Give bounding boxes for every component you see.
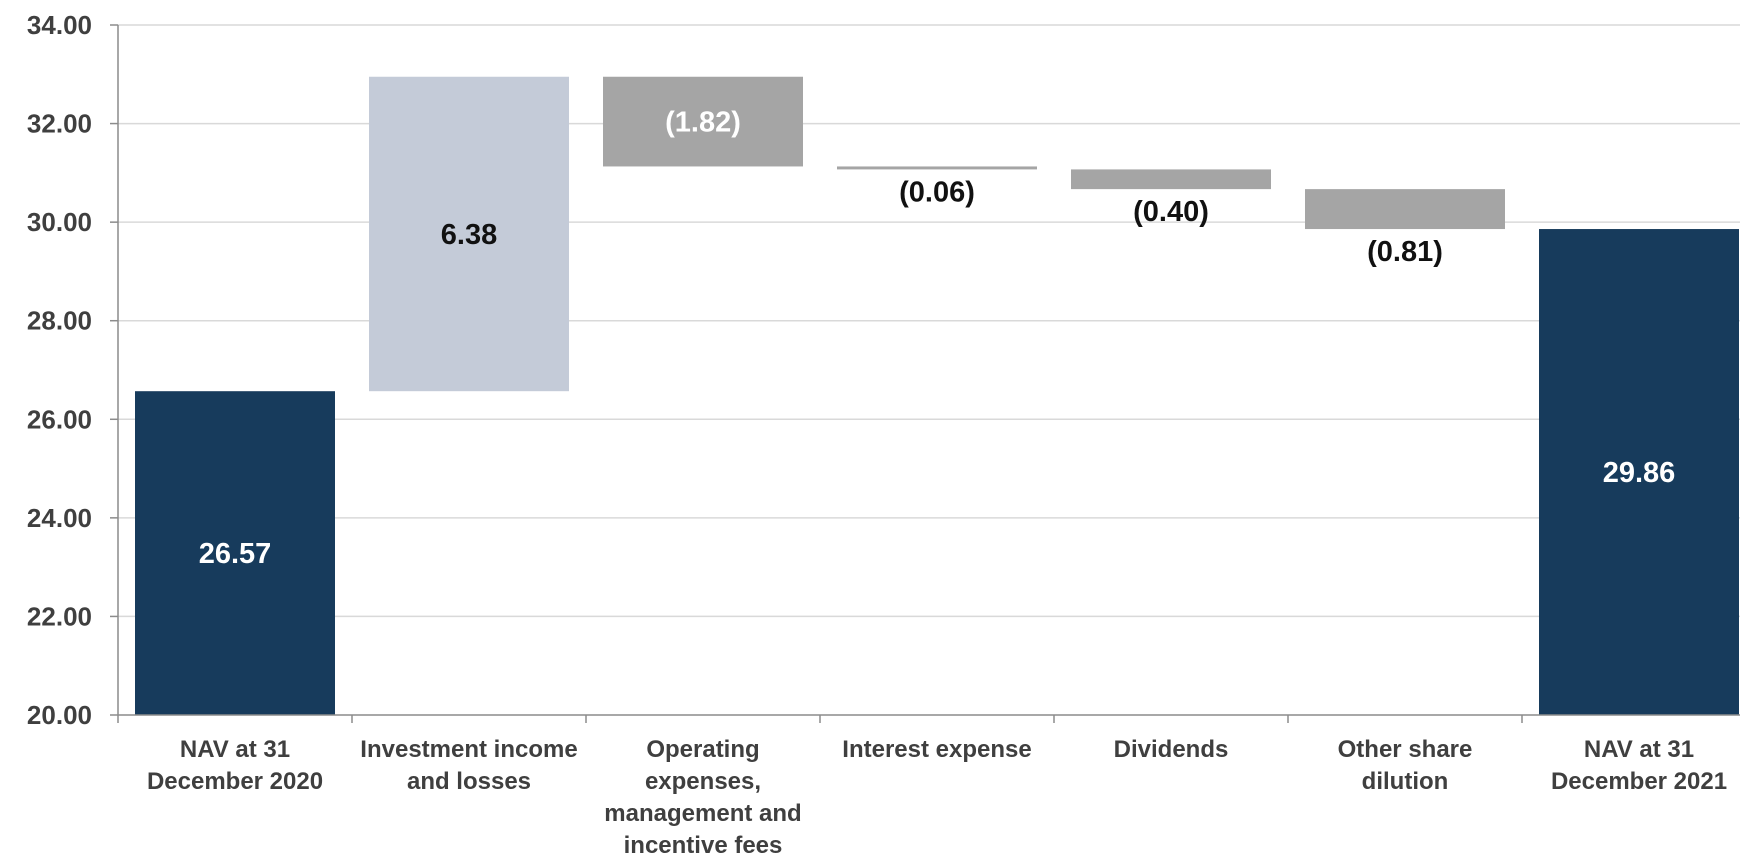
bar-3 — [837, 166, 1037, 170]
y-tick-label: 24.00 — [27, 503, 92, 533]
data-label-0: 26.57 — [199, 538, 272, 570]
bar-1 — [369, 76, 569, 392]
category-labels: NAV at 31 December 2020 Investment income a… — [147, 736, 1727, 854]
y-tick-label: 20.00 — [27, 700, 92, 730]
y-axis-tick-labels: 20.00 22.00 24.00 26.00 28.00 30.00 32.00 34.00 — [27, 10, 92, 730]
category-label-6: NAV at 31 December 2021 — [1551, 736, 1727, 795]
bar-2 — [603, 76, 803, 167]
y-tick-label: 30.00 — [27, 207, 92, 237]
bars — [135, 76, 1739, 716]
data-label-1: 6.38 — [441, 219, 497, 251]
bar-6 — [1539, 229, 1739, 716]
category-label-2: Operating expenses, management and incentiv… — [604, 736, 801, 854]
gridlines — [110, 24, 1740, 716]
data-label-3: (0.06) — [899, 176, 975, 208]
bar-0 — [135, 391, 335, 715]
data-label-5: (0.81) — [1367, 236, 1443, 268]
axes — [117, 25, 1740, 723]
category-label-4: Dividends — [1114, 736, 1229, 763]
data-label-6: 29.86 — [1603, 457, 1676, 489]
data-labels: 26.57 6.38 (1.82) (0.06) (0.40) (0.81) 29.86 — [199, 107, 1676, 570]
bar-5 — [1305, 189, 1505, 230]
category-label-0: NAV at 31 December 2020 — [147, 736, 323, 795]
category-label-5: Other share dilution — [1338, 736, 1473, 795]
y-tick-label: 26.00 — [27, 404, 92, 434]
data-label-2: (1.82) — [665, 107, 741, 139]
category-label-1: Investment income and losses — [360, 736, 577, 795]
y-tick-label: 34.00 — [27, 10, 92, 40]
data-label-4: (0.40) — [1133, 196, 1209, 228]
category-label-3: Interest expense — [842, 736, 1031, 763]
y-tick-label: 32.00 — [27, 109, 92, 139]
y-tick-label: 22.00 — [27, 601, 92, 631]
y-tick-label: 28.00 — [27, 306, 92, 336]
bar-4 — [1071, 169, 1271, 190]
